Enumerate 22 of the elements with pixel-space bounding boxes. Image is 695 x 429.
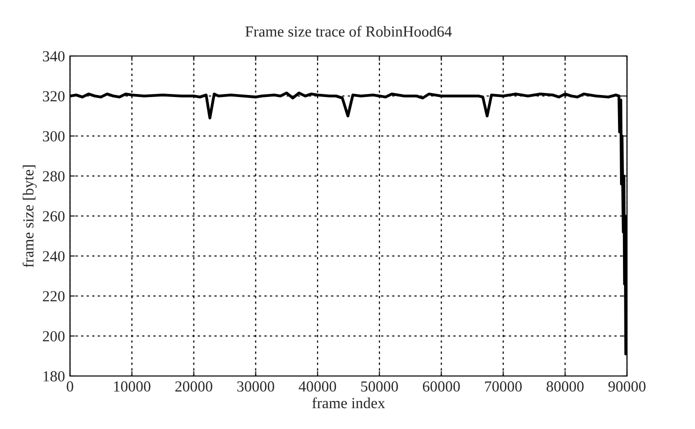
x-axis-title: frame index [312, 397, 386, 408]
chart-title: Frame size trace of RobinHood64 [245, 26, 452, 37]
x-tick-label: 80000 [546, 381, 584, 392]
y-tick-label: 260 [42, 211, 65, 222]
y-tick-label: 200 [42, 331, 65, 342]
x-tick-label: 20000 [175, 381, 212, 392]
y-tick-label: 280 [42, 171, 65, 182]
x-tick-label: 70000 [485, 381, 522, 392]
y-tick-label: 220 [42, 291, 65, 302]
y-tick-label: 300 [42, 131, 65, 142]
y-tick-label: 340 [42, 51, 65, 62]
x-tick-label: 30000 [237, 381, 274, 392]
x-tick-label: 60000 [422, 381, 460, 392]
y-axis-title: frame size [byte] [22, 165, 37, 268]
y-tick-label: 320 [42, 91, 65, 102]
x-tick-label: 90000 [608, 381, 646, 392]
x-tick-label: 50000 [361, 381, 398, 392]
x-tick-label: 10000 [114, 381, 150, 392]
y-tick-label: 240 [42, 251, 65, 262]
y-tick-label: 180 [44, 371, 65, 382]
x-tick-label: 40000 [298, 381, 336, 392]
x-tick-label: 0 [66, 381, 74, 392]
